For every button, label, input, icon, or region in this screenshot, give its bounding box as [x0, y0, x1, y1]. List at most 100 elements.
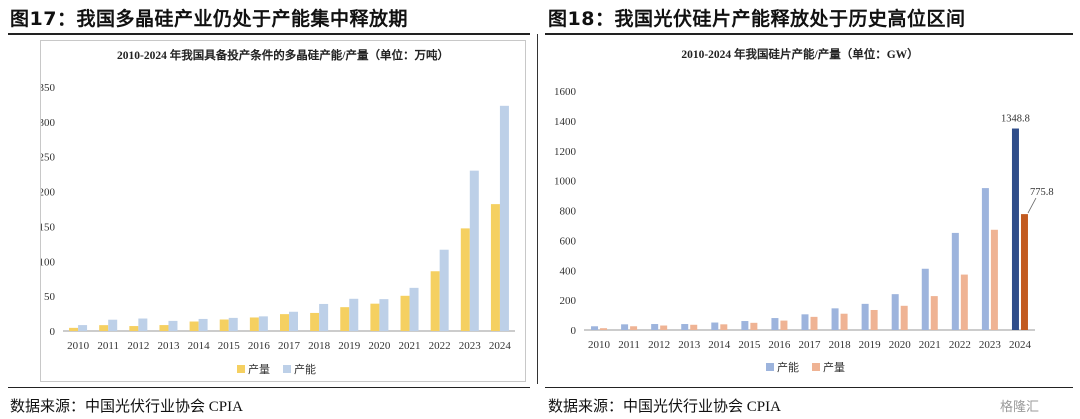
wafer-bar-1-14	[1020, 214, 1028, 330]
poly-bar-0-13	[460, 228, 470, 331]
poly-x-tick-9: 2019	[338, 340, 361, 352]
poly-y-tick-6: 300	[41, 117, 56, 129]
wafer-bar-1-12	[960, 274, 968, 330]
poly-bar-0-5	[219, 319, 229, 331]
poly-chart-title: 2010-2024 年我国具备投产条件的多晶硅产能/产量（单位：万吨）	[117, 48, 449, 62]
poly-legend-label-0: 产量	[248, 362, 270, 376]
watermark-logo: 格隆汇	[1000, 400, 1040, 415]
wafer-bar-1-11	[930, 296, 938, 330]
poly-y-tick-2: 100	[41, 256, 56, 268]
wafer-bar-1-3	[690, 324, 698, 330]
wafer-bar-0-10	[891, 294, 899, 330]
bottom-rule-right	[545, 387, 1073, 388]
wafer-bar-0-11	[921, 268, 929, 330]
wafer-x-tick-10: 2020	[889, 339, 912, 351]
wafer-bar-1-9	[870, 309, 878, 330]
poly-y-tick-5: 250	[41, 152, 56, 164]
wafer-y-tick-8: 1600	[554, 86, 577, 98]
wafer-legend-swatch-0	[766, 363, 774, 371]
poly-x-tick-13: 2023	[459, 340, 482, 352]
wafer-x-tick-11: 2021	[919, 339, 941, 351]
wafer-bar-0-2	[651, 324, 659, 330]
poly-x-tick-10: 2020	[368, 340, 391, 352]
wafer-x-tick-12: 2022	[949, 339, 971, 351]
poly-bar-0-9	[340, 307, 350, 331]
wafer-bar-0-4	[711, 322, 719, 330]
wafer-legend-swatch-1	[812, 363, 820, 371]
figure-17-title: 图17：我国多晶硅产业仍处于产能集中释放期	[10, 8, 408, 30]
source-note-right: 数据来源：中国光伏行业协会 CPIA	[548, 399, 781, 415]
poly-y-tick-0: 0	[50, 326, 56, 338]
poly-bar-1-12	[439, 249, 449, 331]
poly-x-tick-5: 2015	[218, 340, 241, 352]
poly-x-tick-14: 2024	[489, 340, 512, 352]
poly-x-tick-6: 2016	[248, 340, 271, 352]
top-rule-left	[8, 33, 530, 35]
polysilicon-chart-panel: 2010-2024 年我国具备投产条件的多晶硅产能/产量（单位：万吨） 0 50 10…	[39, 40, 526, 382]
poly-x-tick-7: 2017	[278, 340, 301, 352]
wafer-bar-0-5	[741, 321, 749, 330]
wafer-x-tick-6: 2016	[768, 339, 791, 351]
poly-bar-0-14	[490, 204, 500, 331]
poly-x-tick-0: 2010	[67, 340, 90, 352]
poly-bar-1-13	[469, 170, 479, 331]
wafer-x-tick-1: 2011	[618, 339, 640, 351]
wafer-bar-1-4	[720, 324, 728, 330]
poly-x-tick-8: 2018	[308, 340, 331, 352]
poly-x-tick-12: 2022	[429, 340, 451, 352]
wafer-x-tick-2: 2012	[648, 339, 670, 351]
poly-legend-label-1: 产能	[294, 362, 316, 376]
wafer-bar-0-8	[831, 308, 839, 330]
wafer-legend-label-1: 产量	[823, 360, 845, 374]
wafer-annotation-0: 1348.8	[1001, 114, 1030, 125]
wafer-bar-0-7	[801, 314, 809, 330]
wafer-x-tick-13: 2023	[979, 339, 1002, 351]
poly-bar-1-5	[228, 317, 238, 331]
wafer-bar-0-1	[621, 324, 629, 330]
wafer-bar-1-1	[630, 326, 638, 330]
wafer-x-tick-7: 2017	[799, 339, 822, 351]
wafer-bar-1-10	[900, 305, 908, 330]
wafer-bar-0-14	[1011, 128, 1019, 330]
poly-y-tick-4: 200	[41, 187, 56, 199]
wafer-bar-1-2	[660, 325, 668, 330]
poly-legend-swatch-0	[237, 365, 245, 373]
wafer-bar-0-6	[771, 318, 779, 330]
wafer-y-tick-6: 1200	[554, 146, 577, 158]
wafer-x-tick-9: 2019	[859, 339, 882, 351]
panel-divider	[537, 34, 538, 384]
wafer-bar-0-3	[681, 324, 689, 330]
wafer-x-tick-5: 2015	[738, 339, 761, 351]
wafer-annotation-1: 775.8	[1030, 187, 1054, 198]
poly-bar-0-4	[189, 321, 199, 331]
wafer-x-tick-14: 2024	[1009, 339, 1032, 351]
wafer-bar-0-9	[861, 303, 869, 330]
poly-legend-swatch-1	[283, 365, 291, 373]
wafer-x-tick-0: 2010	[588, 339, 611, 351]
poly-bar-0-8	[310, 312, 320, 331]
poly-bar-0-0	[69, 327, 79, 331]
wafer-chart-title: 2010-2024 年我国硅片产能/产量（单位：GW）	[681, 47, 918, 61]
poly-bar-1-4	[198, 318, 208, 331]
poly-bar-1-14	[499, 105, 509, 331]
poly-y-tick-3: 150	[41, 221, 56, 233]
poly-x-tick-3: 2013	[157, 340, 180, 352]
poly-x-tick-11: 2021	[399, 340, 421, 352]
wafer-annotation-leader-1	[1027, 197, 1037, 214]
wafer-chart-panel: 2010-2024 年我国硅片产能/产量（单位：GW） 0 200 400 600 800…	[551, 40, 1065, 380]
poly-y-tick-7: 350	[41, 82, 56, 94]
wafer-bar-1-5	[750, 322, 758, 330]
poly-bar-1-6	[258, 316, 268, 331]
polysilicon-chart: 2010-2024 年我国具备投产条件的多晶硅产能/产量（单位：万吨） 0 50 10…	[39, 48, 515, 376]
source-note-left: 数据来源：中国光伏行业协会 CPIA	[10, 399, 243, 415]
poly-bar-0-12	[430, 271, 440, 331]
wafer-x-tick-4: 2014	[708, 339, 731, 351]
top-rule-right	[545, 33, 1073, 35]
wafer-chart: 2010-2024 年我国硅片产能/产量（单位：GW） 0 200 400 600 800…	[554, 47, 1054, 374]
wafer-bar-1-7	[810, 316, 818, 330]
poly-bar-1-11	[409, 287, 419, 331]
poly-bar-1-2	[138, 318, 148, 331]
wafer-y-tick-5: 1000	[554, 176, 577, 188]
poly-bar-0-7	[280, 314, 289, 331]
wafer-y-tick-3: 600	[560, 235, 577, 247]
